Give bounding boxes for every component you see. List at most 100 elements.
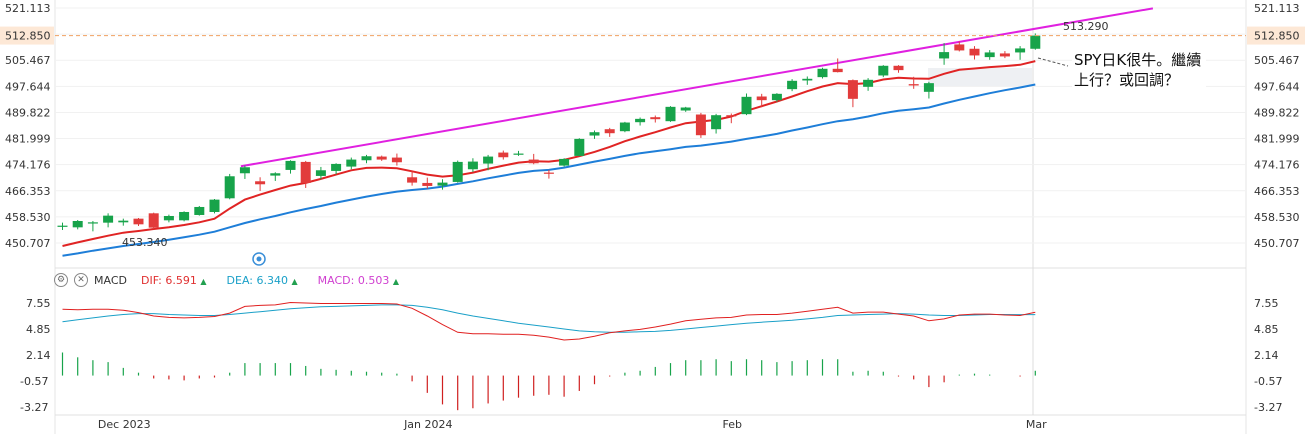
candle-body	[817, 68, 828, 78]
chart-annotation[interactable]: SPY日K很牛。繼續上行？或回調？	[1072, 48, 1206, 92]
settings-icon[interactable]: ⚙	[54, 273, 68, 287]
candle-body	[239, 167, 250, 174]
candle-body	[513, 153, 524, 155]
candle-body	[133, 218, 144, 225]
price-axis: 521.113 521.113 505.467 505.467 497.644 497.6…	[5, 2, 1300, 250]
macd-axis: 7.55 7.55 4.85 4.85 2.14 2.14 -0.57 -0.57 -3.27 -…	[20, 297, 1282, 414]
annotation-pointer	[1037, 57, 1069, 67]
candle-body	[589, 132, 600, 136]
price-tick-label-right: 489.822	[1254, 106, 1300, 119]
macd-indicator-name: MACD	[94, 273, 127, 287]
candle-body	[543, 172, 554, 174]
up-arrow-icon: ▲	[392, 276, 400, 286]
macd-legend: ⚙ ✕ MACD DIF: 6.591 ▲ DEA: 6.340 ▲ MACD:…	[54, 273, 399, 287]
price-tick-label-left: 481.999	[5, 133, 51, 146]
price-tick-label-right: 466.353	[1254, 185, 1300, 198]
dif-legend: DIF: 6.591 ▲	[141, 274, 207, 287]
date-tick-label: Jan 2024	[403, 418, 452, 431]
price-markers: 512.850 512.850 513.290 453.340	[0, 20, 1305, 249]
candle-body	[179, 211, 190, 221]
trendline-layer[interactable]	[240, 7, 1154, 168]
candle-body	[771, 93, 782, 101]
current-price-label-left: 512.850	[5, 30, 51, 43]
candle-body	[665, 106, 676, 122]
candle-body	[832, 68, 843, 73]
candle-body	[559, 158, 570, 166]
candle-body	[635, 118, 646, 123]
candle-body	[999, 53, 1010, 57]
candle-body	[72, 220, 83, 228]
macd-pane	[61, 301, 1036, 411]
candle-body	[194, 206, 205, 215]
up-arrow-icon: ▲	[291, 276, 298, 286]
current-price-label-right: 512.850	[1254, 30, 1300, 43]
gridlines	[55, 7, 1246, 244]
candle-body	[483, 156, 494, 164]
price-tick-label-left: 458.530	[5, 211, 51, 224]
macd-tick-label-left: -3.27	[20, 401, 48, 414]
candle-body	[376, 156, 387, 160]
macd-tick-label-right: 7.55	[1254, 297, 1279, 310]
price-tick-label-right: 474.176	[1254, 159, 1300, 172]
candle-body	[650, 117, 661, 120]
candle-body	[498, 152, 509, 158]
highlight-zone	[928, 68, 1032, 86]
price-tick-label-right: 505.467	[1254, 54, 1300, 67]
candle-body	[939, 52, 950, 59]
ma-red-line	[62, 60, 1036, 247]
price-tick-label-right: 497.644	[1254, 80, 1300, 93]
candle-body	[908, 84, 919, 86]
candle-body	[361, 156, 372, 161]
candle-body	[315, 170, 326, 176]
candle-body	[619, 122, 630, 132]
candle-body	[1030, 35, 1041, 49]
candle-body	[452, 161, 463, 182]
dea-value: 6.340	[256, 273, 289, 287]
up-arrow-icon: ▲	[200, 276, 207, 286]
candle-body	[437, 182, 448, 186]
price-tick-label-left: 450.707	[5, 237, 51, 250]
dea-label: DEA:	[226, 273, 254, 287]
dea-line	[62, 304, 1036, 333]
candle-body	[802, 78, 813, 81]
candle-body	[391, 157, 402, 163]
close-icon[interactable]: ✕	[74, 273, 88, 287]
candle-body	[1015, 48, 1026, 53]
candle-body	[574, 138, 585, 156]
price-tick-label-left: 521.113	[5, 2, 51, 15]
current-price-tag-right	[1247, 26, 1305, 45]
macd-tick-label-right: 4.85	[1254, 323, 1279, 336]
macd-label: MACD:	[317, 273, 355, 287]
candle-body	[270, 173, 281, 176]
candle-body	[923, 83, 934, 92]
candle-body	[680, 107, 691, 111]
macd-value: 0.503	[357, 273, 390, 287]
price-tick-label-right: 481.999	[1254, 133, 1300, 146]
candle-body	[878, 65, 889, 76]
macd-tick-label-right: -3.27	[1254, 401, 1282, 414]
magnet-icon[interactable]	[252, 252, 266, 266]
date-tick-label: Mar	[1026, 418, 1047, 431]
candle-body	[756, 96, 767, 101]
macd-tick-label-left: 4.85	[26, 323, 51, 336]
price-tick-label-right: 458.530	[1254, 211, 1300, 224]
candle-body	[57, 225, 68, 227]
price-tick-label-left: 489.822	[5, 106, 51, 119]
candle-body	[787, 80, 798, 90]
price-tick-label-left: 466.353	[5, 185, 51, 198]
macd-value-legend: MACD: 0.503 ▲	[318, 274, 399, 287]
candle-body	[300, 161, 311, 183]
candle-body	[103, 215, 114, 223]
price-tick-label-right: 521.113	[1254, 2, 1300, 15]
candle-body	[863, 79, 874, 87]
macd-tick-label-left: 2.14	[26, 349, 51, 362]
dif-line	[62, 301, 1036, 341]
date-tick-label: Dec 2023	[98, 418, 151, 431]
price-tick-label-left: 505.467	[5, 54, 51, 67]
candle-body	[118, 220, 129, 223]
candle-body	[87, 222, 98, 224]
dea-legend: DEA: 6.340 ▲	[227, 274, 298, 287]
macd-tick-label-left: -0.57	[20, 375, 48, 388]
candle-body	[726, 115, 737, 117]
